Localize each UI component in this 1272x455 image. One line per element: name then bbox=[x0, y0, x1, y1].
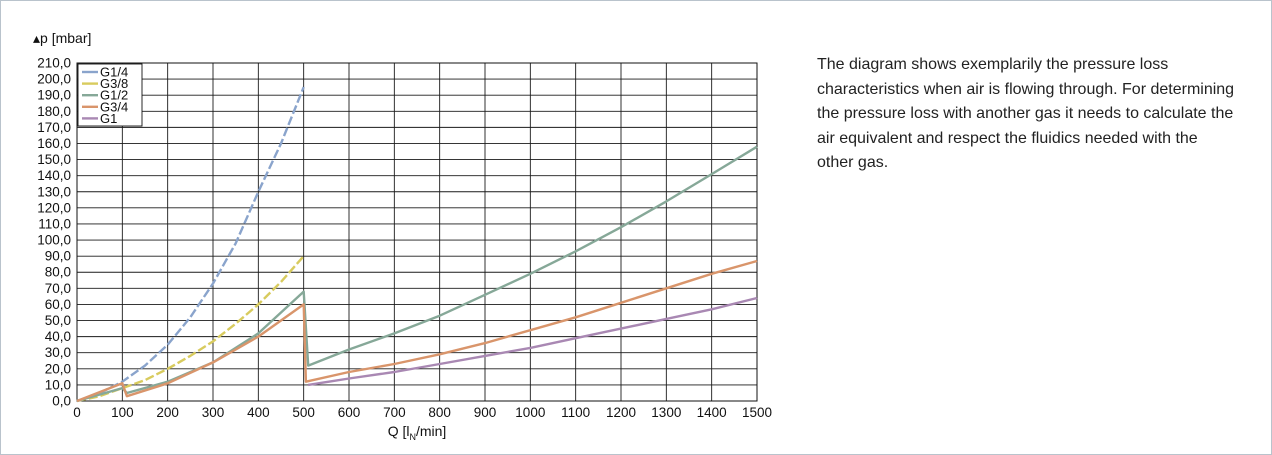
y-tick-label: 50,0 bbox=[45, 313, 71, 328]
x-axis-title-main: Q [l bbox=[388, 423, 410, 439]
y-tick-label: 20,0 bbox=[45, 361, 71, 376]
y-tick-label: 0,0 bbox=[52, 394, 71, 409]
y-tick-label: 130,0 bbox=[37, 184, 71, 199]
legend: G1/4G3/8G1/2G3/4G1 bbox=[78, 64, 142, 126]
series-line-g1-4 bbox=[77, 87, 304, 401]
x-tick-label: 600 bbox=[338, 405, 361, 420]
x-tick-label: 800 bbox=[428, 405, 451, 420]
x-tick-label: 300 bbox=[202, 405, 225, 420]
x-tick-label: 900 bbox=[474, 405, 497, 420]
grid bbox=[77, 63, 757, 401]
y-axis-title: ▴p [mbar] bbox=[33, 30, 91, 46]
series-lines bbox=[77, 87, 757, 401]
axes: 0 100 200 300 400 500 600 700 800 900 1000 1100 1200… bbox=[33, 30, 772, 442]
series-line-g1 bbox=[308, 298, 757, 385]
legend-label: G1 bbox=[100, 111, 117, 126]
pressure-loss-chart: 0 100 200 300 400 500 600 700 800 900 1000 1100 1200… bbox=[15, 27, 775, 442]
y-tick-label: 190,0 bbox=[37, 88, 71, 103]
x-axis-title: Q [lN/min] bbox=[388, 423, 447, 442]
y-tick-label: 10,0 bbox=[45, 377, 71, 392]
y-tick-label: 200,0 bbox=[37, 72, 71, 87]
x-tick-label: 100 bbox=[111, 405, 134, 420]
y-tick-label: 140,0 bbox=[37, 168, 71, 183]
plot-border bbox=[77, 63, 757, 401]
x-tick-label: 500 bbox=[292, 405, 315, 420]
x-tick-label: 1400 bbox=[697, 405, 727, 420]
x-tick-label: 1300 bbox=[651, 405, 681, 420]
x-tick-label: 400 bbox=[247, 405, 270, 420]
x-tick-label: 1000 bbox=[515, 405, 545, 420]
chart-description: The diagram shows exemplarily the pressu… bbox=[817, 53, 1237, 176]
y-tick-label: 40,0 bbox=[45, 329, 71, 344]
x-tick-label: 200 bbox=[156, 405, 179, 420]
x-tick-label: 700 bbox=[383, 405, 406, 420]
chart-svg: 0 100 200 300 400 500 600 700 800 900 1000 1100 1200… bbox=[15, 27, 775, 442]
x-tick-label: 1100 bbox=[561, 405, 590, 420]
y-tick-label: 110,0 bbox=[38, 216, 71, 231]
y-tick-label: 120,0 bbox=[37, 200, 71, 215]
y-tick-label: 90,0 bbox=[45, 249, 71, 264]
x-axis-title-suffix: /min] bbox=[416, 423, 446, 439]
y-tick-label: 100,0 bbox=[37, 233, 71, 248]
y-tick-label: 30,0 bbox=[45, 345, 71, 360]
y-tick-label: 160,0 bbox=[37, 136, 71, 151]
y-tick-label: 80,0 bbox=[45, 265, 71, 280]
x-tick-label: 1200 bbox=[606, 405, 636, 420]
x-tick-label: 1500 bbox=[742, 405, 772, 420]
x-tick-label: 0 bbox=[73, 405, 81, 420]
y-tick-label: 70,0 bbox=[45, 281, 71, 296]
y-tick-label: 170,0 bbox=[37, 120, 71, 135]
y-tick-label: 60,0 bbox=[45, 297, 71, 312]
y-tick-label: 180,0 bbox=[37, 104, 71, 119]
y-tick-label: 210,0 bbox=[37, 56, 71, 71]
y-tick-label: 150,0 bbox=[37, 152, 71, 167]
